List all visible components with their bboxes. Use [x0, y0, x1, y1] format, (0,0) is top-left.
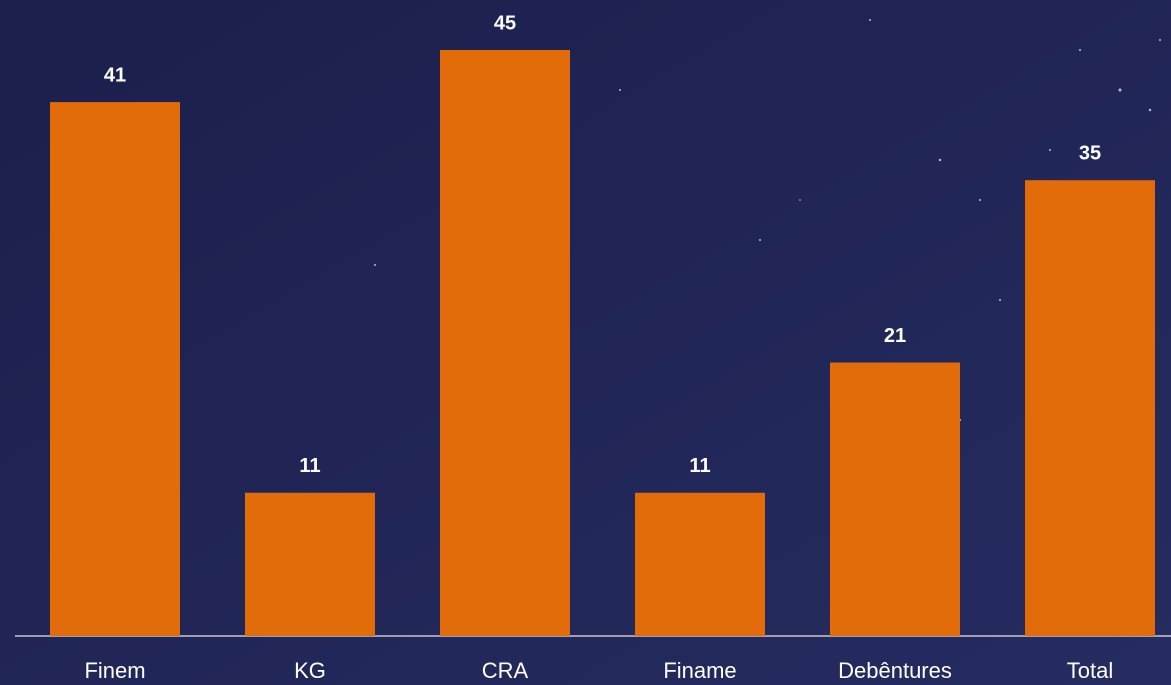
value-label: 21 — [884, 325, 906, 347]
value-label: 11 — [689, 455, 710, 477]
bar — [50, 102, 180, 637]
x-tick-label: CRA — [482, 658, 529, 683]
x-tick-label: Finem — [84, 658, 145, 683]
value-label: 11 — [299, 455, 320, 477]
value-label: 41 — [104, 64, 126, 86]
x-tick-label: KG — [294, 658, 326, 683]
x-tick-label: Total — [1067, 658, 1113, 683]
value-label: 45 — [494, 12, 516, 34]
bar — [830, 362, 960, 636]
bar — [440, 50, 570, 636]
value-label: 35 — [1079, 143, 1101, 165]
x-tick-label: Finame — [663, 658, 736, 683]
x-tick-label: Debêntures — [838, 658, 952, 683]
bar — [245, 492, 375, 636]
bar — [635, 492, 765, 636]
bar — [1025, 180, 1155, 636]
